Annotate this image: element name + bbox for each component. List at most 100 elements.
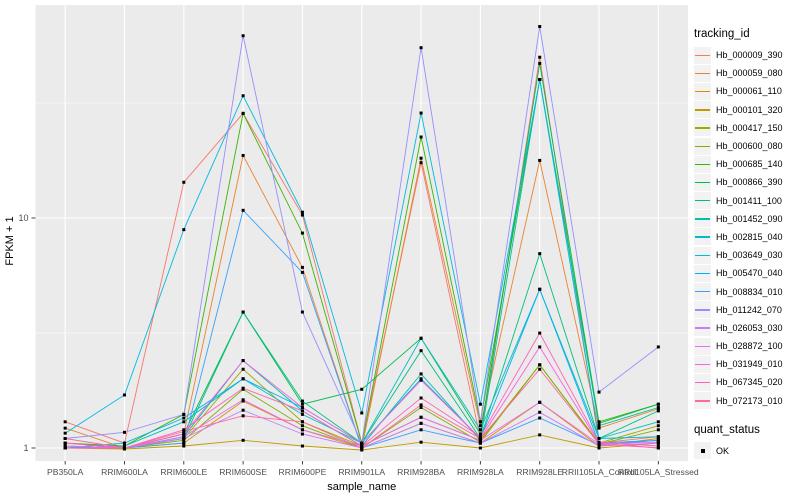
data-point bbox=[182, 428, 186, 432]
data-point bbox=[122, 441, 126, 445]
data-point bbox=[419, 377, 423, 381]
data-point bbox=[419, 421, 423, 425]
legend-item-Hb_003649_030: Hb_003649_030 bbox=[694, 246, 800, 264]
y-axis-title: FPKM + 1 bbox=[4, 216, 16, 265]
legend-item-label: Hb_001452_090 bbox=[716, 213, 783, 224]
legend-item-label: Hb_000600_080 bbox=[716, 141, 783, 152]
legend-key-swatch bbox=[694, 355, 711, 373]
data-point bbox=[360, 448, 364, 452]
data-point bbox=[182, 436, 186, 440]
data-point bbox=[478, 428, 482, 432]
legend-key-swatch bbox=[694, 392, 711, 410]
data-point bbox=[241, 94, 245, 98]
data-point bbox=[419, 349, 423, 353]
data-point bbox=[360, 444, 364, 448]
data-point bbox=[182, 429, 186, 433]
legend-item-Hb_067345_020: Hb_067345_020 bbox=[694, 373, 800, 391]
data-point bbox=[538, 410, 542, 414]
data-point bbox=[241, 408, 245, 412]
x-tick-label: RRII105LA_Stressed bbox=[618, 467, 699, 477]
data-point bbox=[597, 446, 601, 450]
data-point bbox=[241, 153, 245, 157]
data-point bbox=[241, 438, 245, 442]
data-point bbox=[360, 411, 364, 415]
data-point bbox=[597, 420, 601, 424]
data-point bbox=[597, 440, 601, 444]
x-tick-label: RRII105LA_Control bbox=[562, 467, 637, 477]
data-point bbox=[241, 386, 245, 390]
legend-item-Hb_028872_100: Hb_028872_100 bbox=[694, 337, 800, 355]
x-tick-label: RRIM901LA bbox=[338, 467, 385, 477]
data-point bbox=[241, 208, 245, 212]
data-point bbox=[122, 430, 126, 434]
data-point bbox=[63, 426, 67, 430]
data-point bbox=[419, 428, 423, 432]
data-point bbox=[478, 438, 482, 442]
data-point bbox=[538, 78, 542, 82]
data-point bbox=[656, 440, 660, 444]
legend-color-items: Hb_000009_390 Hb_000059_080 Hb_000061_110 H… bbox=[694, 46, 800, 410]
legend-item-label: Hb_072173_010 bbox=[716, 395, 783, 406]
data-point bbox=[300, 444, 304, 448]
data-point bbox=[63, 444, 67, 448]
x-tick-label: RRIM928LE bbox=[516, 467, 563, 477]
data-point bbox=[656, 436, 660, 440]
data-point bbox=[538, 433, 542, 437]
data-point bbox=[538, 345, 542, 349]
legend-key-swatch bbox=[694, 283, 711, 301]
legend-key-swatch bbox=[694, 319, 711, 337]
data-point bbox=[478, 432, 482, 436]
data-point bbox=[656, 424, 660, 428]
data-point bbox=[597, 426, 601, 430]
legend-item-Hb_011242_070: Hb_011242_070 bbox=[694, 301, 800, 319]
data-point bbox=[597, 424, 601, 428]
data-point bbox=[656, 446, 660, 450]
data-point bbox=[300, 399, 304, 403]
data-point bbox=[419, 135, 423, 139]
data-point bbox=[122, 444, 126, 448]
data-point bbox=[538, 252, 542, 256]
data-point bbox=[241, 34, 245, 38]
legend-item-Hb_001411_100: Hb_001411_100 bbox=[694, 192, 800, 210]
data-point bbox=[300, 231, 304, 235]
legend-key-swatch bbox=[694, 210, 711, 228]
legend-item-label: Hb_000685_140 bbox=[716, 159, 783, 170]
x-tick-label: RRIM928LA bbox=[457, 467, 504, 477]
data-point bbox=[360, 441, 364, 445]
data-point bbox=[656, 420, 660, 424]
data-point bbox=[300, 424, 304, 428]
data-point bbox=[300, 402, 304, 406]
y-tick-label: 10 bbox=[18, 213, 28, 223]
data-point bbox=[300, 405, 304, 409]
legend-key-swatch bbox=[694, 173, 711, 191]
data-point bbox=[538, 416, 542, 420]
x-tick-label: RRIM928BA bbox=[397, 467, 445, 477]
data-point bbox=[538, 363, 542, 367]
data-point bbox=[478, 424, 482, 428]
data-point bbox=[478, 436, 482, 440]
legend-item-label: Hb_031949_010 bbox=[716, 359, 783, 370]
data-point bbox=[182, 438, 186, 442]
x-tick-label: RRIM600LA bbox=[101, 467, 148, 477]
data-point bbox=[419, 378, 423, 382]
legend-item-Hb_002815_040: Hb_002815_040 bbox=[694, 228, 800, 246]
legend-item-label: Hb_003649_030 bbox=[716, 250, 783, 261]
legend-key-marker bbox=[694, 442, 711, 460]
legend-key-swatch bbox=[694, 337, 711, 355]
data-point bbox=[478, 446, 482, 450]
legend-item-Hb_000101_320: Hb_000101_320 bbox=[694, 101, 800, 119]
data-point bbox=[241, 377, 245, 381]
legend: tracking_id Hb_000009_390 Hb_000059_080 Hb… bbox=[694, 28, 800, 460]
data-point bbox=[63, 431, 67, 435]
data-point bbox=[538, 331, 542, 335]
data-point bbox=[419, 396, 423, 400]
legend-item-Hb_000061_110: Hb_000061_110 bbox=[694, 82, 800, 100]
data-point bbox=[597, 444, 601, 448]
legend-item-label: Hb_067345_020 bbox=[716, 377, 783, 388]
legend-item-label: Hb_008834_010 bbox=[716, 286, 783, 297]
legend-item-quant-ok: OK bbox=[694, 442, 800, 460]
legend-item-label: Hb_002815_040 bbox=[716, 231, 783, 242]
data-point bbox=[597, 390, 601, 394]
data-point bbox=[241, 398, 245, 402]
y-tick-label: 1 bbox=[23, 443, 28, 453]
